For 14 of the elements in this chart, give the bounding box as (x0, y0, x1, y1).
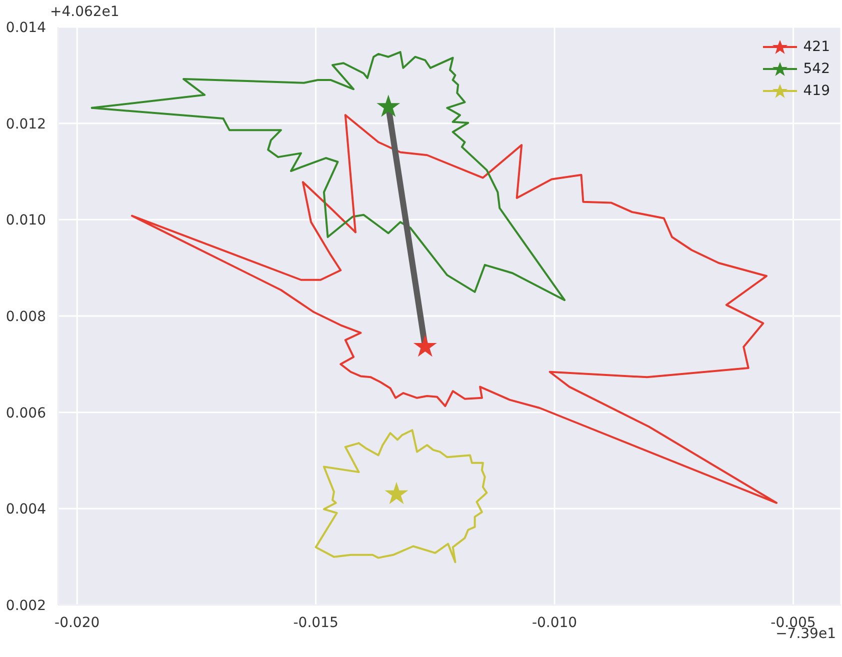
y-tick-label: 0.010 (6, 212, 46, 229)
y-tick-label: 0.014 (6, 20, 46, 36)
legend-label: 421 (803, 39, 830, 55)
y-tick-label: 0.006 (6, 405, 46, 422)
x-tick-label: -0.015 (293, 614, 338, 631)
y-tick-label: 0.008 (6, 308, 46, 325)
y-tick-label: 0.012 (6, 116, 46, 132)
x-tick-label: -0.010 (532, 614, 578, 631)
legend-label: 542 (803, 61, 830, 77)
legend-label: 419 (803, 83, 830, 99)
text: +4.062e1 (50, 4, 120, 20)
y-tick-label: 0.004 (6, 502, 46, 518)
y-tick-label: 0.002 (6, 598, 46, 614)
x-tick-label: -0.020 (54, 614, 100, 631)
